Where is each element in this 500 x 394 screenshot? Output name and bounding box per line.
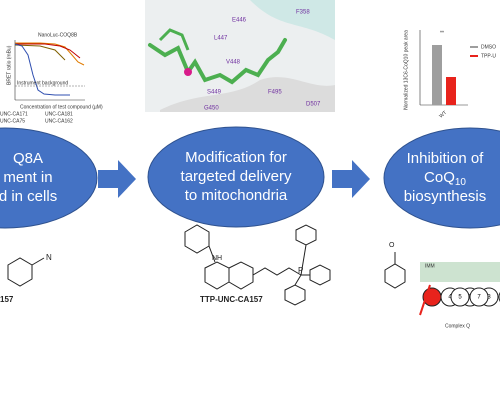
residue-label: S449 xyxy=(207,90,222,96)
step-line: ment in xyxy=(3,169,52,186)
svg-text:N: N xyxy=(46,253,52,262)
subunit-label: 4 xyxy=(448,295,452,301)
svg-text:NH: NH xyxy=(212,255,222,262)
compound-left: N 157 xyxy=(0,253,52,304)
step-line: Q8A xyxy=(13,150,43,167)
note: Instrument background xyxy=(17,80,68,86)
legend-item: UNC-CA181 xyxy=(45,111,73,117)
compound-main: NH P TTP-UNC-CA157 xyxy=(184,224,331,306)
legend-item: UNC-CA171 xyxy=(0,111,28,117)
complex-panel: O IMM 463957 Complex Q xyxy=(384,242,500,329)
structure-panel: E446 F358 L447 V448 S449 F495 G450 D507 xyxy=(145,0,335,112)
step-line: Inhibition of xyxy=(407,150,485,167)
step-subscript: 10 xyxy=(455,177,467,188)
dose-panel: NanoLuc-COQ8B Instrument background Conc… xyxy=(0,32,103,124)
compound-label: 157 xyxy=(0,295,14,304)
category: WT xyxy=(438,110,448,120)
legend-item: TPP-U xyxy=(481,53,496,59)
step-labels: Q8A ment in d in cells Modification for targ… xyxy=(0,149,486,205)
residue-label: F495 xyxy=(268,90,282,96)
subunit-label: 5 xyxy=(458,295,462,301)
step-ellipse xyxy=(0,127,98,229)
legend-item: DMSO xyxy=(481,44,496,50)
membrane-label: IMM xyxy=(425,263,435,269)
residue-label: F358 xyxy=(296,10,310,16)
step-ellipse xyxy=(147,126,325,228)
y-label: Normalized 13C6-CoQ10 peak area xyxy=(403,30,409,110)
subunit xyxy=(469,287,489,307)
step-line: biosynthesis xyxy=(404,188,487,205)
y-label: BRET ratio (mBu) xyxy=(6,45,12,85)
legend-item: UNC-CA75 xyxy=(0,118,25,124)
arrow xyxy=(98,160,136,198)
residue-label: L447 xyxy=(214,36,228,42)
svg-text:P: P xyxy=(298,266,303,275)
svg-text:O: O xyxy=(389,242,395,249)
panel-title: NanoLuc-COQ8B xyxy=(38,32,78,38)
subunit-label: 3 xyxy=(487,295,491,301)
step-ellipse xyxy=(383,127,500,229)
bar-panel: ** Normalized 13C6-CoQ10 peak area WT DM… xyxy=(403,30,496,120)
step-line: targeted delivery xyxy=(181,168,292,185)
step-line: Modification for xyxy=(185,149,287,166)
residue-label: E446 xyxy=(232,18,247,24)
residue-label: G450 xyxy=(204,106,219,112)
significance: ** xyxy=(440,30,444,36)
subunit xyxy=(450,287,470,307)
step-text: CoQ xyxy=(424,169,455,186)
step-line: to mitochondria xyxy=(185,187,288,204)
complex-label: Complex Q xyxy=(445,323,470,329)
step-line: d in cells xyxy=(0,188,57,205)
compound-label: TTP-UNC-CA157 xyxy=(200,295,263,304)
step-line: CoQ10 xyxy=(424,169,466,188)
subunit-label: 7 xyxy=(477,295,481,301)
legend-item: UNC-CA162 xyxy=(45,118,73,124)
arrow xyxy=(332,160,370,198)
residue-label: V448 xyxy=(226,60,241,66)
x-label: Concentration of test compound (µM) xyxy=(20,104,103,110)
residue-label: D507 xyxy=(306,102,321,108)
